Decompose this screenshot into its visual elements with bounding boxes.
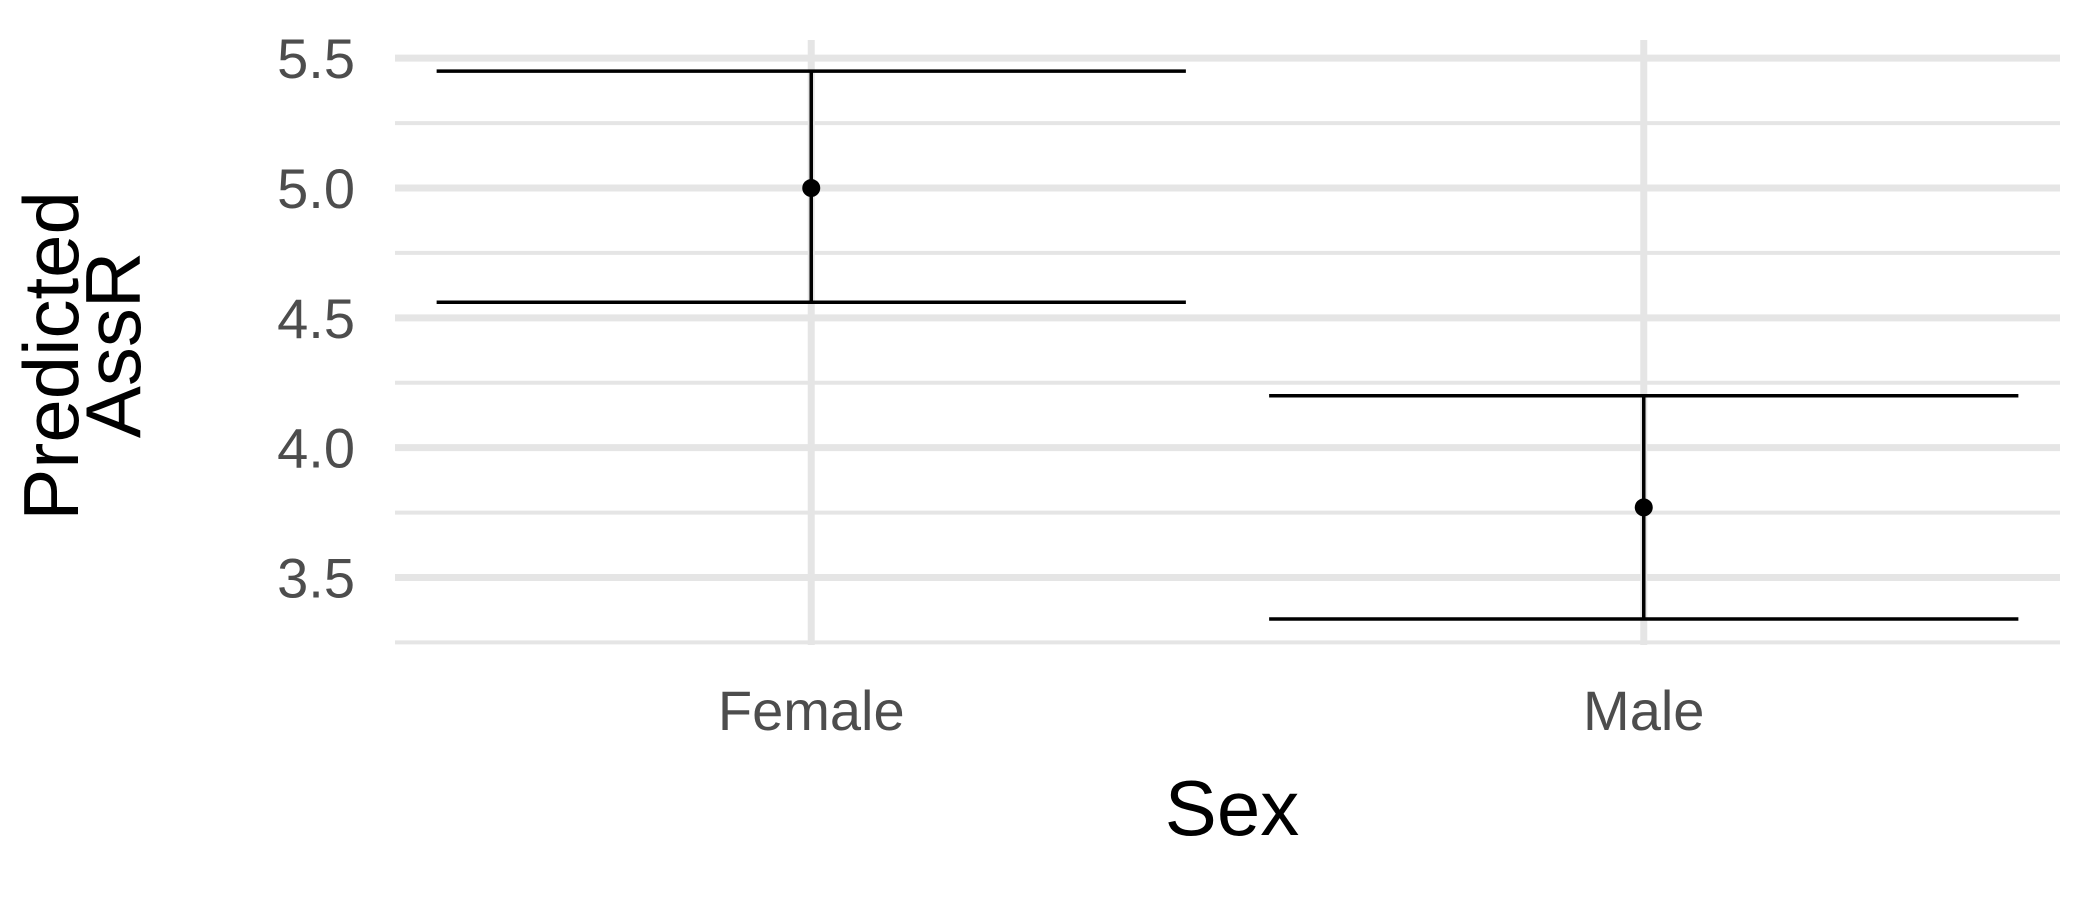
error-bars xyxy=(436,69,2019,621)
x-tick-labels: Female Male xyxy=(718,679,1705,742)
y-tick-label: 4.5 xyxy=(277,287,355,350)
y-tick-label: 4.0 xyxy=(277,417,355,480)
y-tick-label: 5.0 xyxy=(277,157,355,220)
y-tick-label: 3.5 xyxy=(277,546,355,609)
point-estimate xyxy=(1634,498,1653,517)
grid-layer xyxy=(395,40,2060,645)
y-tick-labels: 3.5 4.0 4.5 5.0 5.5 xyxy=(277,27,355,609)
y-axis-title-line-2: AssR xyxy=(69,252,157,438)
x-axis-title: Sex xyxy=(1165,764,1299,852)
y-tick-label: 5.5 xyxy=(277,27,355,90)
y-axis-title: Predicted AssR xyxy=(7,169,157,520)
x-tick-label: Male xyxy=(1583,679,1704,742)
y-axis-title-line-1: Predicted xyxy=(7,191,95,521)
point-estimate xyxy=(802,179,821,198)
x-tick-label: Female xyxy=(718,679,905,742)
